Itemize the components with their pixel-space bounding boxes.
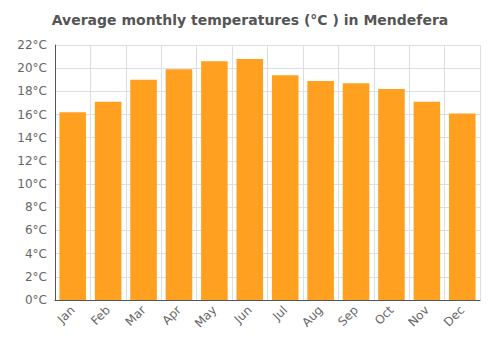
svg-text:Apr: Apr: [159, 303, 184, 328]
svg-text:2°C: 2°C: [25, 270, 47, 284]
svg-text:10°C: 10°C: [17, 177, 47, 191]
svg-text:Feb: Feb: [88, 303, 113, 328]
svg-text:18°C: 18°C: [17, 84, 47, 98]
svg-text:Jun: Jun: [231, 303, 255, 327]
svg-text:8°C: 8°C: [25, 200, 47, 214]
svg-text:14°C: 14°C: [17, 131, 47, 145]
svg-text:Jul: Jul: [269, 303, 290, 324]
svg-text:Nov: Nov: [405, 303, 431, 329]
svg-text:6°C: 6°C: [25, 223, 47, 237]
svg-text:Mar: Mar: [123, 303, 149, 329]
svg-text:0°C: 0°C: [25, 293, 47, 307]
svg-text:Jan: Jan: [54, 303, 78, 327]
svg-text:20°C: 20°C: [17, 61, 47, 75]
svg-text:16°C: 16°C: [17, 108, 47, 122]
svg-text:Aug: Aug: [299, 303, 325, 329]
svg-text:22°C: 22°C: [17, 38, 47, 52]
svg-text:Oct: Oct: [372, 303, 397, 328]
svg-text:Dec: Dec: [441, 303, 467, 329]
svg-text:4°C: 4°C: [25, 247, 47, 261]
svg-text:12°C: 12°C: [17, 154, 47, 168]
svg-text:Average monthly temperatures (: Average monthly temperatures (°C ) in Me…: [52, 12, 449, 28]
svg-text:May: May: [192, 303, 219, 330]
svg-text:Sep: Sep: [335, 303, 361, 329]
